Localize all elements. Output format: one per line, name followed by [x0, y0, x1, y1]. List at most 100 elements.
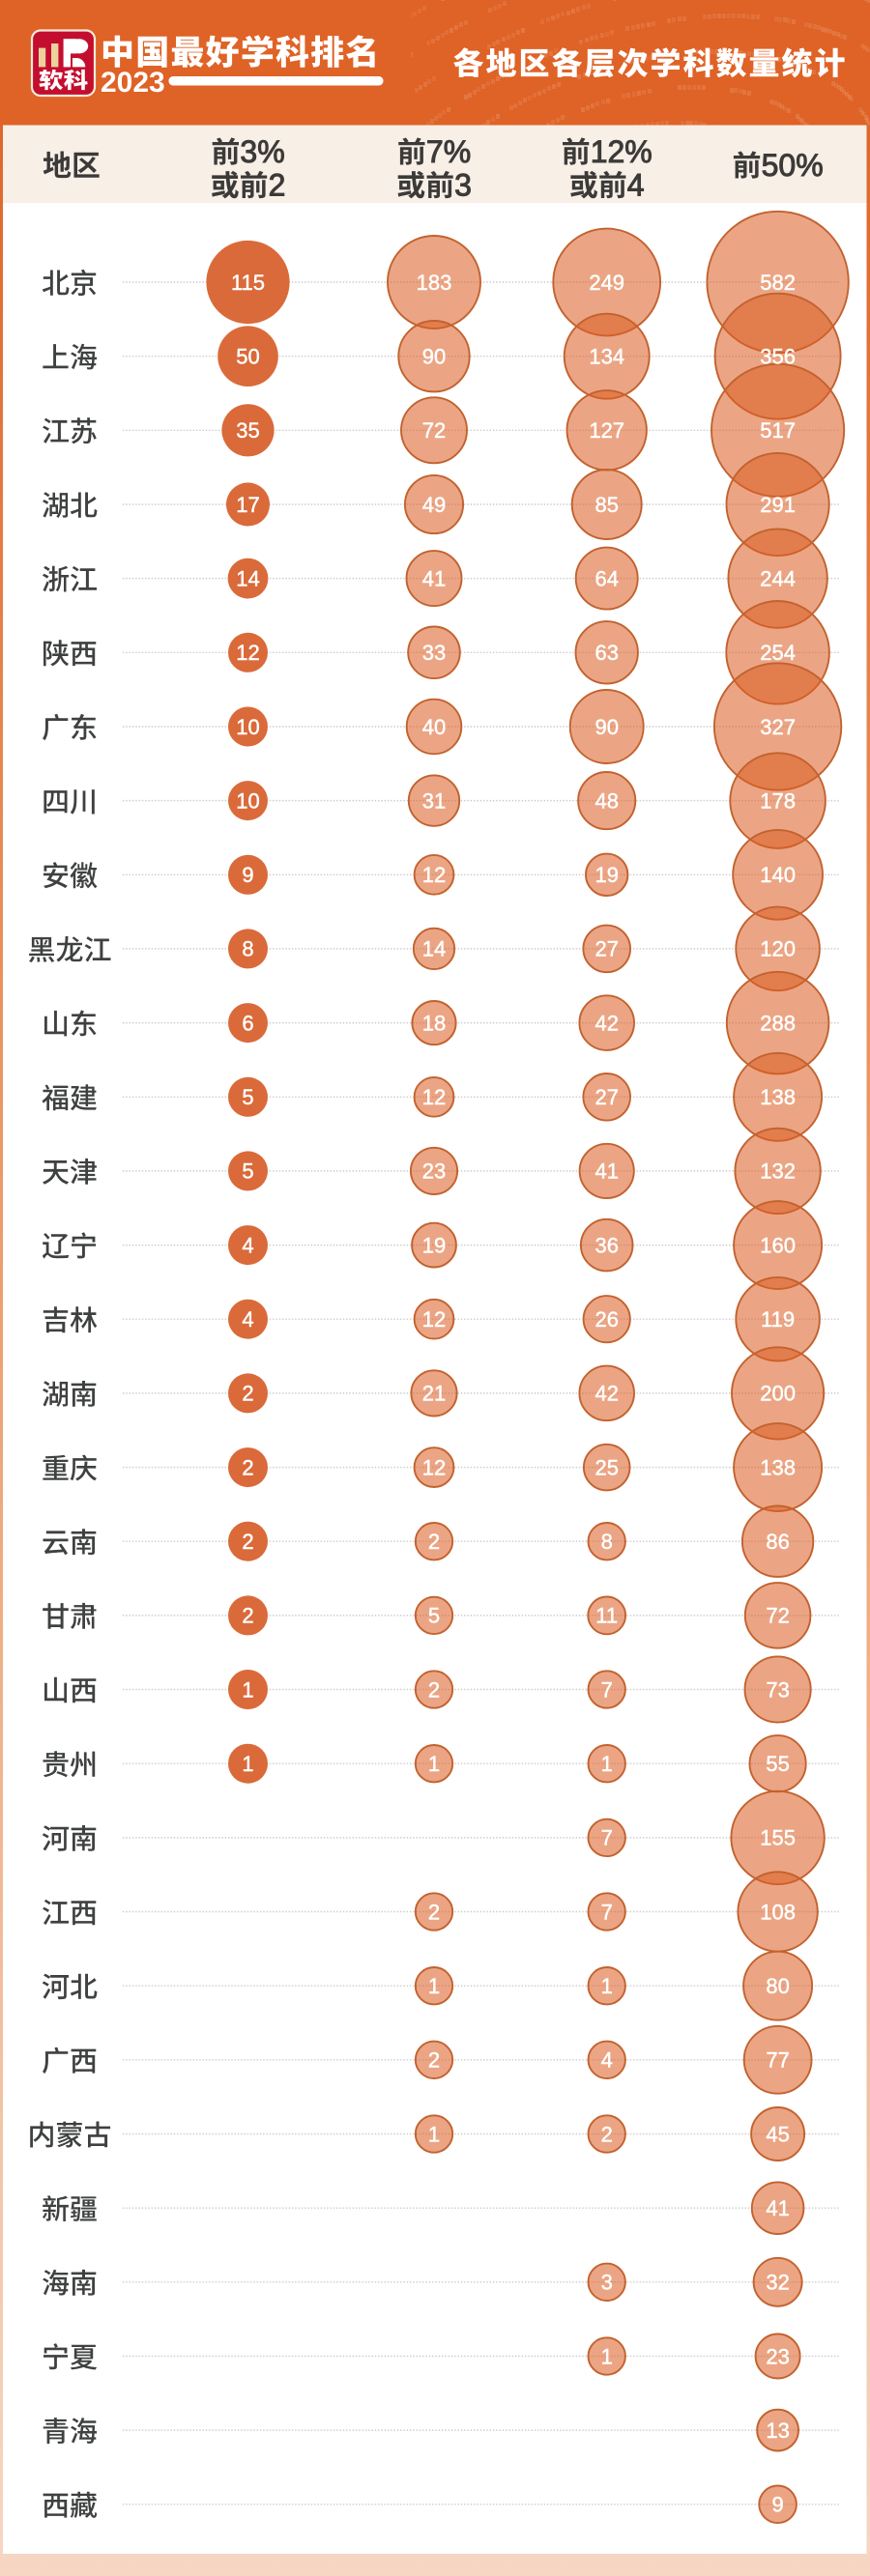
svg-text:12%: 12%: [591, 134, 652, 169]
svg-text:72: 72: [422, 418, 446, 443]
svg-text:12: 12: [422, 1455, 446, 1479]
svg-text:178: 178: [760, 788, 796, 813]
svg-text:6: 6: [242, 1011, 253, 1035]
svg-text:244: 244: [760, 566, 796, 590]
svg-text:4: 4: [242, 1233, 253, 1257]
svg-text:64: 64: [594, 566, 618, 590]
svg-text:119: 119: [761, 1307, 795, 1331]
svg-text:21: 21: [422, 1382, 446, 1406]
svg-text:33: 33: [422, 641, 446, 665]
svg-text:31: 31: [422, 788, 446, 813]
svg-text:18: 18: [422, 1011, 446, 1035]
svg-text:19: 19: [594, 863, 618, 887]
svg-text:2: 2: [242, 1604, 253, 1628]
svg-text:138: 138: [760, 1085, 796, 1109]
svg-text:14: 14: [236, 566, 259, 590]
svg-text:13: 13: [766, 2419, 789, 2443]
svg-text:40: 40: [422, 715, 446, 739]
svg-text:254: 254: [760, 641, 796, 665]
svg-text:73: 73: [766, 1677, 789, 1702]
svg-text:7%: 7%: [426, 134, 471, 169]
svg-text:10: 10: [236, 715, 259, 739]
svg-text:23: 23: [422, 1159, 446, 1184]
svg-text:200: 200: [760, 1382, 796, 1406]
svg-text:1: 1: [428, 2122, 440, 2146]
svg-text:7: 7: [601, 1900, 613, 1924]
svg-text:3%: 3%: [240, 134, 284, 169]
svg-text:4: 4: [601, 2048, 613, 2073]
svg-text:249: 249: [589, 271, 624, 295]
svg-text:10: 10: [236, 788, 259, 813]
svg-text:36: 36: [594, 1233, 618, 1257]
svg-text:7: 7: [601, 1826, 613, 1850]
svg-text:288: 288: [760, 1011, 796, 1035]
svg-text:5: 5: [242, 1085, 253, 1109]
svg-text:12: 12: [236, 641, 259, 665]
svg-text:63: 63: [594, 641, 618, 665]
svg-text:4: 4: [627, 168, 645, 203]
svg-text:1: 1: [601, 1974, 613, 1998]
svg-text:55: 55: [766, 1752, 789, 1776]
svg-text:327: 327: [760, 715, 796, 739]
svg-text:86: 86: [766, 1530, 789, 1554]
svg-text:5: 5: [428, 1604, 440, 1628]
svg-text:120: 120: [760, 937, 796, 961]
svg-text:134: 134: [589, 345, 624, 369]
svg-text:127: 127: [589, 418, 624, 443]
svg-text:77: 77: [766, 2048, 789, 2073]
svg-text:19: 19: [422, 1233, 446, 1257]
svg-text:26: 26: [594, 1307, 618, 1331]
svg-text:291: 291: [760, 493, 796, 517]
svg-text:41: 41: [594, 1159, 618, 1184]
svg-text:72: 72: [766, 1604, 789, 1628]
svg-text:582: 582: [760, 271, 796, 295]
svg-text:5: 5: [242, 1159, 253, 1184]
svg-text:1: 1: [601, 2344, 613, 2368]
svg-text:27: 27: [594, 937, 618, 961]
svg-text:27: 27: [594, 1085, 618, 1109]
svg-text:11: 11: [595, 1604, 618, 1628]
svg-text:1: 1: [428, 1752, 440, 1776]
svg-text:2: 2: [428, 1900, 440, 1924]
svg-text:2: 2: [428, 2048, 440, 2073]
svg-text:14: 14: [422, 937, 446, 961]
svg-text:4: 4: [242, 1307, 253, 1331]
svg-text:155: 155: [760, 1826, 796, 1850]
svg-text:1: 1: [428, 1974, 440, 1998]
svg-text:41: 41: [766, 2196, 789, 2220]
svg-text:3: 3: [454, 168, 472, 203]
svg-text:48: 48: [594, 788, 618, 813]
svg-text:41: 41: [422, 566, 446, 590]
svg-text:3: 3: [601, 2271, 613, 2295]
svg-text:42: 42: [594, 1382, 618, 1406]
svg-text:8: 8: [601, 1530, 613, 1554]
svg-text:12: 12: [422, 1085, 446, 1109]
svg-text:108: 108: [760, 1900, 796, 1924]
svg-text:1: 1: [242, 1752, 253, 1776]
svg-text:50: 50: [236, 345, 259, 369]
svg-text:8: 8: [242, 937, 253, 961]
svg-text:90: 90: [422, 345, 446, 369]
svg-text:49: 49: [422, 493, 446, 517]
svg-text:2: 2: [269, 168, 286, 203]
svg-text:138: 138: [760, 1455, 796, 1479]
svg-text:140: 140: [760, 863, 796, 887]
svg-text:356: 356: [760, 345, 796, 369]
svg-text:2: 2: [242, 1530, 253, 1554]
svg-text:45: 45: [766, 2122, 789, 2146]
svg-text:42: 42: [594, 1011, 618, 1035]
svg-text:23: 23: [766, 2344, 789, 2368]
svg-text:183: 183: [417, 271, 452, 295]
svg-text:32: 32: [766, 2271, 789, 2295]
svg-text:12: 12: [422, 1307, 446, 1331]
svg-text:2: 2: [242, 1455, 253, 1479]
svg-text:17: 17: [236, 493, 259, 517]
svg-text:160: 160: [760, 1233, 796, 1257]
svg-text:1: 1: [601, 1752, 613, 1776]
svg-text:115: 115: [231, 271, 265, 295]
svg-text:2: 2: [428, 1677, 440, 1702]
svg-text:85: 85: [594, 493, 618, 517]
svg-text:80: 80: [766, 1974, 789, 1998]
svg-text:132: 132: [760, 1159, 796, 1184]
svg-text:2: 2: [428, 1530, 440, 1554]
